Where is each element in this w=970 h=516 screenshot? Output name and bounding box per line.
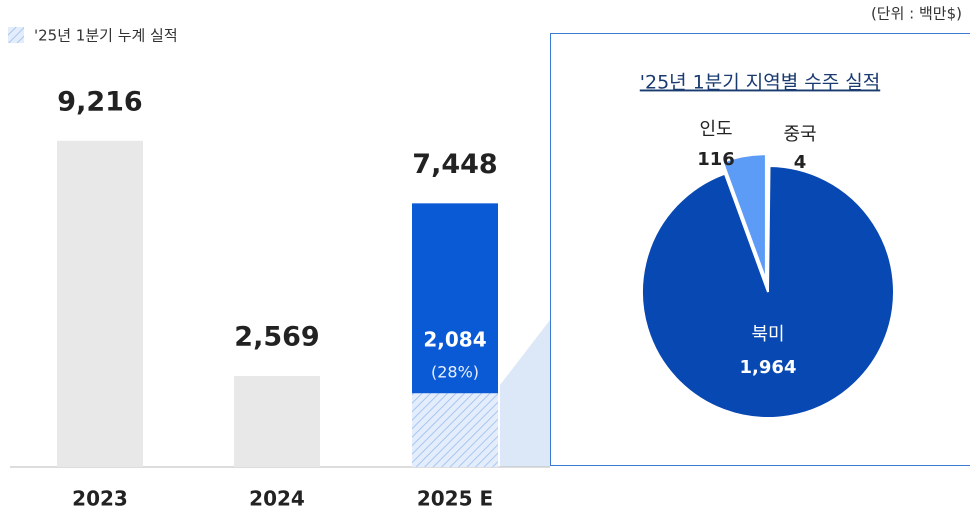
slice-name: 인도 <box>699 119 732 140</box>
slice-name: 중국 <box>783 124 816 145</box>
x-tick-label: 2025 E <box>417 487 493 511</box>
unit-note: (단위 : 백만$) <box>871 5 962 23</box>
pie-slice <box>721 153 767 281</box>
bar-value-label: 7,448 <box>412 149 497 180</box>
bar <box>57 140 143 467</box>
legend-swatch <box>8 27 24 43</box>
legend-label: '25년 1분기 누계 실적 <box>34 27 178 45</box>
highlight-segment <box>412 393 498 467</box>
bar-value-label: 9,216 <box>57 86 142 117</box>
x-tick-label: 2023 <box>72 487 128 511</box>
slice-value: 4 <box>794 152 807 173</box>
highlight-share-label: (28%) <box>431 363 479 382</box>
pie-slice <box>641 164 895 419</box>
connector <box>500 320 550 467</box>
bar <box>234 376 320 467</box>
pie-title: '25년 1분기 지역별 수주 실적 <box>640 72 880 94</box>
highlight-value-label: 2,084 <box>423 328 486 352</box>
slice-value: 1,964 <box>740 357 797 378</box>
bar-value-label: 2,569 <box>234 322 319 353</box>
slice-value: 116 <box>697 149 735 170</box>
x-tick-label: 2024 <box>249 487 305 511</box>
slice-name: 북미 <box>751 324 784 345</box>
